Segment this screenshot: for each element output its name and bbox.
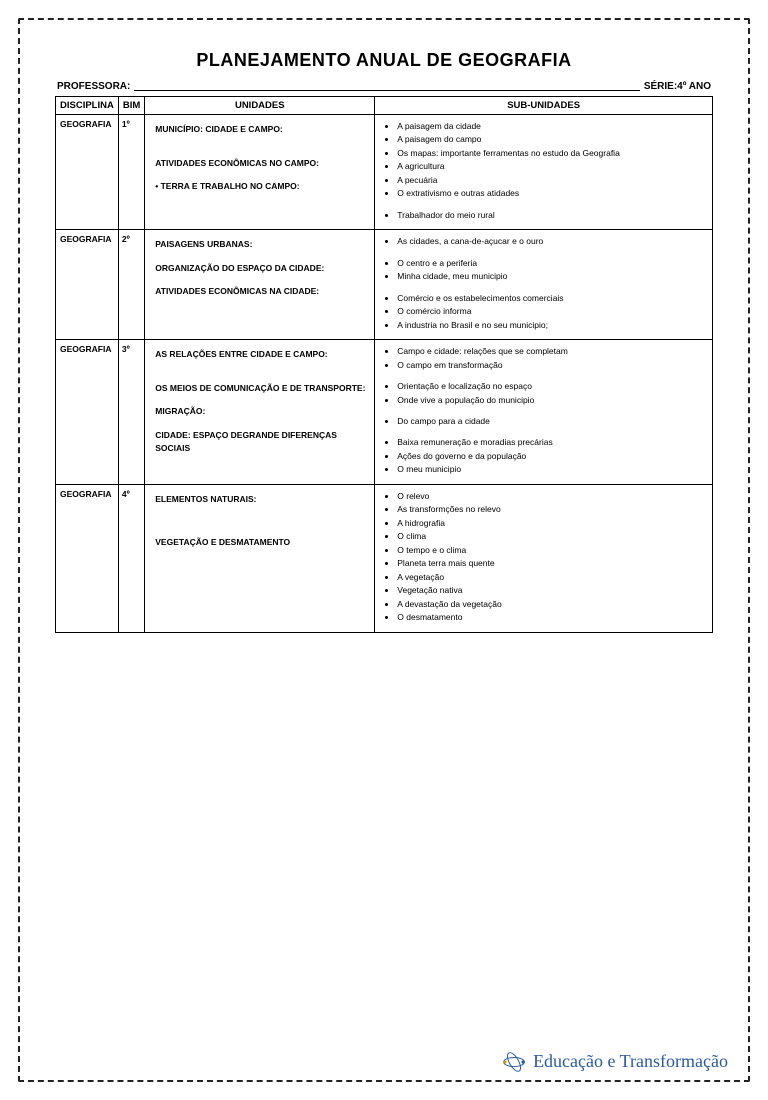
cell-disciplina: GEOGRAFIA	[56, 484, 119, 632]
sub-item: Baixa remuneração e moradias precárias	[397, 437, 706, 448]
sub-item: Ações do governo e da população	[397, 451, 706, 462]
cell-disciplina: GEOGRAFIA	[56, 340, 119, 485]
cell-disciplina: GEOGRAFIA	[56, 230, 119, 340]
sub-item: A vegetação	[397, 572, 706, 583]
sub-item: Orientação e localização no espaço	[397, 381, 706, 392]
cell-disciplina: GEOGRAFIA	[56, 115, 119, 230]
sub-item: O clima	[397, 531, 706, 542]
sub-item: A paisagem do campo	[397, 134, 706, 145]
col-subunidades: SUB-UNIDADES	[375, 97, 713, 115]
sub-item: O relevo	[397, 491, 706, 502]
footer-brand: Educação e Transformação	[501, 1051, 728, 1072]
serie-label: SÉRIE:4º ANO	[644, 81, 711, 92]
sub-item: A devastação da vegetação	[397, 599, 706, 610]
sub-item: O centro e a periferia	[397, 258, 706, 269]
cell-subunidades: As cidades, a cana-de-açucar e o ouro O c…	[375, 230, 713, 340]
cell-unidades: ELEMENTOS NATURAIS:VEGETAÇÃO E DESMATAME…	[145, 484, 375, 632]
sub-item: Onde vive a população do municipio	[397, 395, 706, 406]
cell-subunidades: Campo e cidade: relações que se completa…	[375, 340, 713, 485]
table-row: GEOGRAFIA2ºPAISAGENS URBANAS:ORGANIZAÇÃO…	[56, 230, 713, 340]
cell-unidades: PAISAGENS URBANAS:ORGANIZAÇÃO DO ESPAÇO …	[145, 230, 375, 340]
professora-label: PROFESSORA:	[57, 81, 130, 92]
sub-item: As transformções no relevo	[397, 504, 706, 515]
sub-item: O desmatamento	[397, 612, 706, 623]
sub-item: A industria no Brasil e no seu municipio…	[397, 320, 706, 331]
sub-item: A hidrografia	[397, 518, 706, 529]
cell-bim: 3º	[118, 340, 144, 485]
sub-item: O meu municipio	[397, 464, 706, 475]
atom-icon	[501, 1052, 527, 1072]
page-content: PLANEJAMENTO ANUAL DE GEOGRAFIA PROFESSO…	[25, 30, 743, 653]
cell-bim: 1º	[118, 115, 144, 230]
sub-item: Do campo para a cidade	[397, 416, 706, 427]
cell-bim: 2º	[118, 230, 144, 340]
table-header-row: DISCIPLINA BIM UNIDADES SUB-UNIDADES	[56, 97, 713, 115]
cell-subunidades: O relevo As transformções no relevo A hidr…	[375, 484, 713, 632]
table-row: GEOGRAFIA1ºMUNICÍPIO: CIDADE E CAMPO:ATI…	[56, 115, 713, 230]
cell-unidades: MUNICÍPIO: CIDADE E CAMPO:ATIVIDADES ECO…	[145, 115, 375, 230]
sub-item: Comércio e os estabelecimentos comerciai…	[397, 293, 706, 304]
sub-item: A agricultura	[397, 161, 706, 172]
cell-unidades: AS RELAÇÕES ENTRE CIDADE E CAMPO:OS MEIO…	[145, 340, 375, 485]
plan-table: DISCIPLINA BIM UNIDADES SUB-UNIDADES GEO…	[55, 96, 713, 633]
sub-item: O extrativismo e outras atidades	[397, 188, 706, 199]
sub-item: O comércio informa	[397, 306, 706, 317]
sub-item: Trabalhador do meio rural	[397, 210, 706, 221]
table-row: GEOGRAFIA3ºAS RELAÇÕES ENTRE CIDADE E CA…	[56, 340, 713, 485]
table-row: GEOGRAFIA4ºELEMENTOS NATURAIS:VEGETAÇÃO …	[56, 484, 713, 632]
professora-underline	[134, 81, 639, 91]
sub-item: A paisagem da cidade	[397, 121, 706, 132]
col-bim: BIM	[118, 97, 144, 115]
sub-item: Vegetação nativa	[397, 585, 706, 596]
col-disciplina: DISCIPLINA	[56, 97, 119, 115]
sub-item: Campo e cidade: relações que se completa…	[397, 346, 706, 357]
sub-item: A pecuária	[397, 175, 706, 186]
footer-text: Educação e Transformação	[533, 1051, 728, 1072]
col-unidades: UNIDADES	[145, 97, 375, 115]
sub-item: O tempo e o clima	[397, 545, 706, 556]
cell-bim: 4º	[118, 484, 144, 632]
table-body: GEOGRAFIA1ºMUNICÍPIO: CIDADE E CAMPO:ATI…	[56, 115, 713, 633]
cell-subunidades: A paisagem da cidade A paisagem do campo O…	[375, 115, 713, 230]
header-row: PROFESSORA: SÉRIE:4º ANO	[55, 81, 713, 92]
sub-item: O campo em transformação	[397, 360, 706, 371]
sub-item: Os mapas: importante ferramentas no estu…	[397, 148, 706, 159]
sub-item: As cidades, a cana-de-açucar e o ouro	[397, 236, 706, 247]
page-title: PLANEJAMENTO ANUAL DE GEOGRAFIA	[55, 50, 713, 71]
sub-item: Minha cidade, meu municipio	[397, 271, 706, 282]
sub-item: Planeta terra mais quente	[397, 558, 706, 569]
